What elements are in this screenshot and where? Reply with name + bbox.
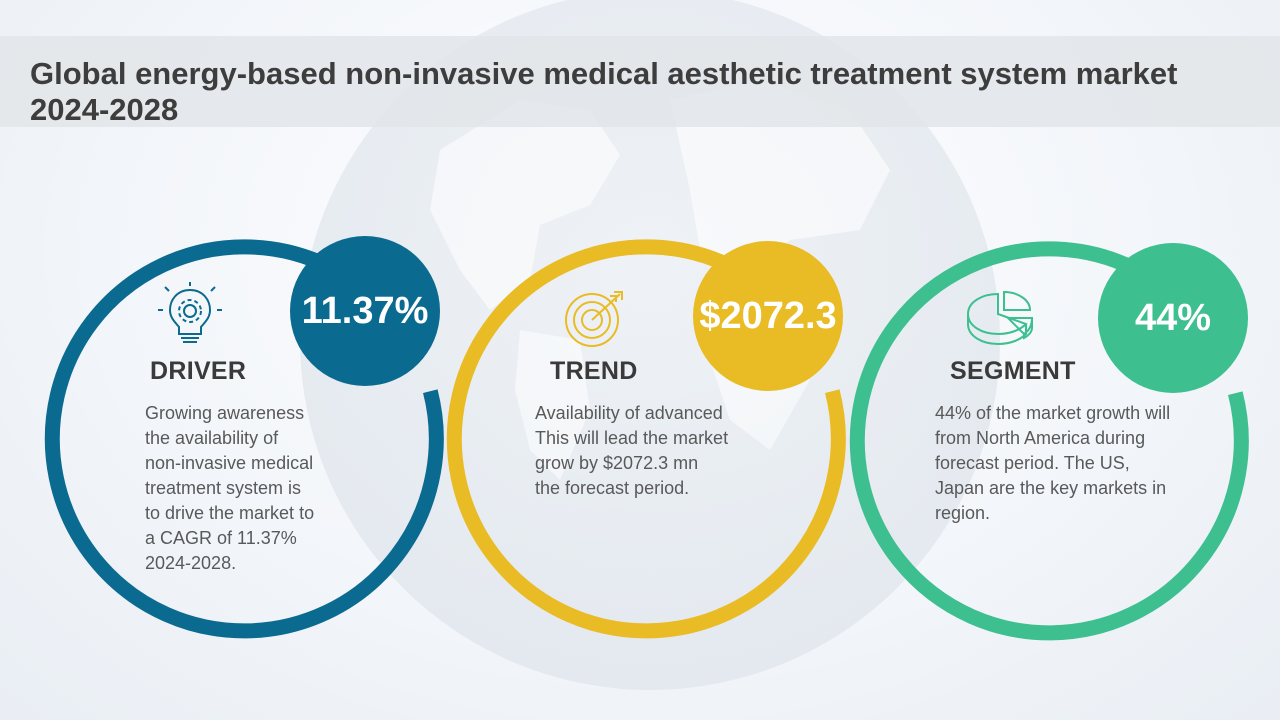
driver-line-6: a CAGR of 11.37% <box>145 528 297 548</box>
trend-line-2: This will lead the market <box>535 428 729 448</box>
target-arrow-icon <box>565 291 623 347</box>
segment-heading: SEGMENT <box>950 357 1076 385</box>
segment-line-4: Japan are the key markets in <box>935 478 1167 498</box>
segment-value-badge: 44% <box>1098 243 1248 393</box>
trend-line-4: the forecast period. <box>535 478 690 498</box>
driver-line-3: non-invasive medical <box>145 453 314 473</box>
driver-line-2: the availability of <box>145 428 279 448</box>
driver-value: 11.37% <box>301 289 429 332</box>
lightbulb-gear-icon <box>158 282 222 343</box>
trend-ring <box>446 239 846 639</box>
driver-description: Growing awareness the availability of no… <box>145 401 415 576</box>
segment-ring <box>849 241 1249 641</box>
pie-chart-icon <box>966 290 1034 346</box>
segment-description: 44% of the market growth will from North… <box>935 401 1205 526</box>
driver-line-7: 2024-2028. <box>145 553 237 573</box>
segment-line-5: region. <box>935 503 991 523</box>
driver-value-badge: 11.37% <box>290 236 440 386</box>
title-band <box>0 36 1280 127</box>
trend-line-1: Availability of advanced <box>535 403 723 423</box>
driver-heading: DRIVER <box>150 357 247 385</box>
trend-value: $2072.3 <box>699 294 837 337</box>
driver-line-4: treatment system is <box>145 478 302 498</box>
trend-heading: TREND <box>550 357 638 385</box>
segment-line-2: from North America during <box>935 428 1146 448</box>
page-title: Global energy-based non-invasive medical… <box>30 56 1178 127</box>
driver-line-1: Growing awareness <box>145 403 305 423</box>
segment-line-1: 44% of the market growth will <box>935 403 1171 423</box>
segment-line-3: forecast period. The US, <box>935 453 1130 473</box>
driver-line-5: to drive the market to <box>145 503 315 523</box>
segment-value: 44% <box>1134 296 1212 339</box>
trend-value-badge: $2072.3 <box>693 241 843 391</box>
driver-ring <box>44 239 444 639</box>
trend-line-3: grow by $2072.3 mn <box>535 453 699 473</box>
trend-description: Availability of advanced This will lead … <box>535 401 805 501</box>
